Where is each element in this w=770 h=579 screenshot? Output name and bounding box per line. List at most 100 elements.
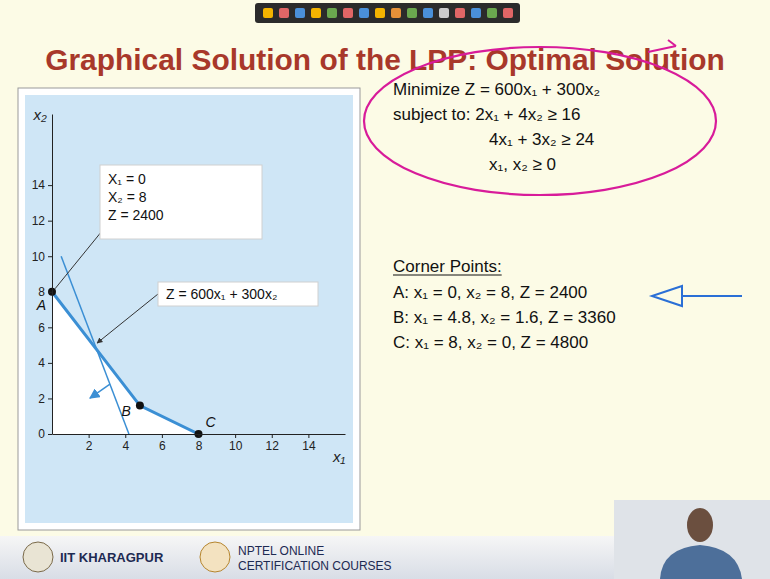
toolbar-icon[interactable] (391, 8, 401, 18)
tick-label: 10 (32, 250, 46, 264)
tick: 6 (38, 321, 52, 335)
presenter-video (614, 500, 770, 579)
tick-mark (235, 434, 236, 438)
toolbar-icon[interactable] (439, 8, 449, 18)
toolbar-icon[interactable] (471, 8, 481, 18)
chart-panel: 246810121402468101214x₂x₁ABCX₁ = 0X₂ = 8… (18, 88, 360, 530)
callout-text: Z = 600x₁ + 300x₂ (166, 286, 277, 302)
toolbar-icon[interactable] (295, 8, 305, 18)
constraint-boundary (52, 292, 199, 434)
panel-frame (18, 88, 360, 530)
toolbar-icon[interactable] (455, 8, 465, 18)
tick-label: 2 (38, 392, 45, 406)
corner-points-heading: Corner Points: (393, 257, 502, 276)
tick-label: 10 (229, 439, 243, 453)
tick-mark (89, 434, 90, 438)
direction-arrow (90, 384, 110, 398)
slide: Graphical Solution of the LPP: Optimal S… (0, 0, 770, 579)
corner-point-line: B: x₁ = 4.8, x₂ = 1.6, Z = 3360 (393, 308, 616, 327)
toolbar-icon[interactable] (343, 8, 353, 18)
toolbar-bg (255, 3, 520, 23)
pointer-head (652, 286, 682, 306)
tick-mark (48, 398, 52, 399)
tick-label: 12 (266, 439, 280, 453)
corner-points: Corner Points: A: x₁ = 0, x₂ = 8, Z = 240… (393, 257, 616, 352)
heading-underline (393, 275, 502, 276)
nptel-logo (200, 542, 230, 572)
problem-line: Minimize Z = 600x₁ + 300x₂ (393, 80, 600, 99)
toolbar-icon[interactable] (359, 8, 369, 18)
tick-mark (48, 327, 52, 328)
tick-mark (48, 221, 52, 222)
problem-line: x₁, x₂ ≥ 0 (489, 155, 556, 174)
institute-logo (23, 542, 53, 572)
presenter-body (660, 545, 742, 579)
tick: 14 (302, 434, 316, 453)
toolbar-icon[interactable] (279, 8, 289, 18)
tick-label: 4 (38, 356, 45, 370)
tick-mark (48, 363, 52, 364)
toolbar-icon[interactable] (375, 8, 385, 18)
y-axis-line (52, 115, 53, 435)
tick-label: 8 (196, 439, 203, 453)
presenter-head (687, 508, 713, 542)
tick: 12 (266, 434, 280, 453)
tick-mark (125, 434, 126, 438)
x-axis: 2 4 6 8 10 12 14 (53, 434, 346, 453)
point-label: A (36, 297, 46, 313)
corner-point (136, 402, 144, 410)
tick: 2 (86, 434, 93, 453)
tick: 4 (122, 434, 129, 453)
highlight-tail (648, 40, 676, 52)
footer: IIT KHARAGPUR NPTEL ONLINECERTIFICATION C… (0, 500, 770, 579)
slide-title: Graphical Solution of the LPP: Optimal S… (45, 43, 725, 76)
tick-mark (48, 185, 52, 186)
toolbar-icon[interactable] (407, 8, 417, 18)
callout-text: X₂ = 8 (108, 189, 147, 205)
program-name: CERTIFICATION COURSES (238, 559, 392, 573)
plot-points (48, 288, 203, 438)
callout-leader (97, 294, 158, 343)
tick-label: 2 (86, 439, 93, 453)
tick-mark (272, 434, 273, 438)
toolbar-icon[interactable] (311, 8, 321, 18)
pointer-shaft (682, 295, 742, 297)
slide-canvas: Graphical Solution of the LPP: Optimal S… (0, 0, 770, 579)
x-axis-title: x₁ (332, 448, 346, 465)
callout-text: X₁ = 0 (108, 171, 146, 187)
toolbar-icon[interactable] (263, 8, 273, 18)
tick-mark (162, 434, 163, 438)
tick-label: 0 (38, 427, 45, 441)
y-axis-title: x₂ (32, 106, 47, 123)
tick: 6 (159, 434, 166, 453)
toolbar-icon[interactable] (327, 8, 337, 18)
tick: 2 (38, 392, 52, 406)
tick: 0 (38, 427, 52, 441)
problem-line: subject to: 2x₁ + 4x₂ ≥ 16 (393, 105, 581, 124)
objective-line (61, 256, 129, 434)
tick-label: 12 (32, 214, 46, 228)
toolbar-icon[interactable] (423, 8, 433, 18)
callout-text: Z = 2400 (108, 207, 164, 223)
tick: 8 (196, 434, 203, 453)
tick-mark (48, 292, 52, 293)
infeasible-region (52, 292, 199, 434)
tick-mark (199, 434, 200, 438)
callout-box (158, 282, 318, 306)
corner-point-line: A: x₁ = 0, x₂ = 8, Z = 2400 (393, 283, 587, 302)
highlight-ellipse (364, 47, 716, 195)
callout-box (100, 165, 262, 239)
tick-mark (48, 434, 52, 435)
tick-label: 6 (38, 321, 45, 335)
program-name: NPTEL ONLINE (238, 544, 324, 558)
toolbar-icon[interactable] (503, 8, 513, 18)
feasible-region-bg (25, 95, 353, 523)
institute-name: IIT KHARAGPUR (60, 550, 164, 565)
y-axis: 02468101214 (32, 115, 53, 442)
tick: 4 (38, 356, 52, 370)
background (0, 0, 770, 579)
tick-label: 4 (122, 439, 129, 453)
tick-mark (308, 434, 309, 438)
tick-label: 14 (302, 439, 316, 453)
toolbar-icon[interactable] (487, 8, 497, 18)
